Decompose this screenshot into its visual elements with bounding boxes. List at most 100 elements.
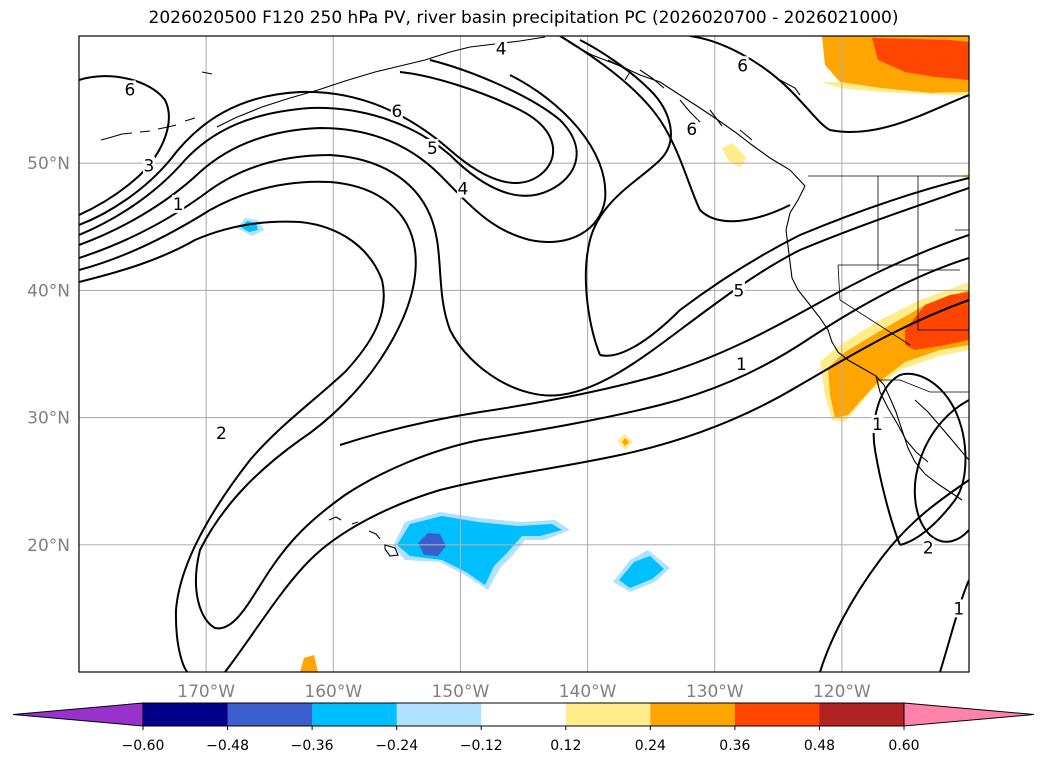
longitude-tick-label: 120°W [813, 682, 871, 702]
longitude-labels: 170°W 160°W 150°W 140°W 130°W 120°W [177, 682, 871, 702]
pv-contour-line [939, 579, 969, 672]
plot-frame [78, 35, 970, 673]
alaska-coast [216, 36, 546, 128]
colorbar-tick-label: 0.60 [888, 738, 919, 754]
contour-label: 6 [737, 56, 748, 76]
contour-label-halo [952, 599, 965, 618]
precip-positive-weak [822, 82, 969, 96]
canada-coast [785, 185, 963, 501]
colorbar-segment [312, 703, 398, 726]
pv-contour-line [599, 177, 969, 357]
pv-contour-line [79, 153, 969, 397]
contour-label-halo [922, 538, 935, 557]
contour-label: 4 [496, 40, 507, 60]
colorbar-segment [396, 703, 482, 726]
pv-contour-line [579, 39, 672, 356]
contour-label-halo [495, 39, 508, 58]
contour-label-halo [390, 102, 403, 121]
contour-label-halo [172, 194, 185, 213]
latitude-labels: 20°N 30°N 40°N 50°N [27, 154, 70, 556]
contour-label-halo [142, 156, 155, 175]
colorbar-segment [650, 703, 736, 726]
colorbar [12, 702, 1035, 727]
colorbar-tick-label: −0.12 [460, 738, 503, 754]
pv-contour-line [79, 180, 969, 630]
colorbar-tick-label: 0.48 [804, 738, 835, 754]
colorbar-segment [565, 703, 651, 726]
hawaii-islands [328, 516, 399, 557]
pv-contour-line [79, 75, 170, 216]
colorbar-segment [819, 703, 905, 726]
contour-label: 6 [686, 120, 697, 140]
pv-contour-line [339, 234, 969, 446]
island-fragments [607, 59, 801, 141]
pv-contour-line [689, 36, 969, 133]
precip-positive-spot [722, 143, 746, 168]
mexico-border [878, 379, 969, 393]
precip-shading [237, 36, 969, 672]
contour-label-halo [871, 414, 884, 433]
colorbar-tick-label: −0.36 [291, 738, 334, 754]
precip-positive-core [872, 38, 969, 80]
contour-label: 2 [923, 538, 934, 558]
political-borders [808, 175, 969, 393]
contour-label: 1 [173, 195, 184, 215]
colorbar-segment [481, 703, 567, 726]
latitude-tick-label: 20°N [27, 536, 70, 556]
longitude-tick-label: 130°W [686, 682, 744, 702]
contour-label: 1 [872, 415, 883, 435]
baja-coast [875, 375, 929, 463]
colorbar-tick-label: 0.36 [719, 738, 750, 754]
colorbar-tick-label: 0.24 [635, 738, 666, 754]
pv-contour-line [872, 372, 967, 546]
pv-contour-line [819, 479, 969, 672]
longitude-tick-label: 140°W [559, 682, 617, 702]
aleutian-islands [100, 71, 213, 141]
pv-contour-line [79, 74, 607, 246]
colorbar-extend-low [12, 702, 144, 727]
colorbar-outline [142, 702, 905, 727]
pv-contour-line [559, 36, 791, 223]
precip-positive-spot [300, 655, 318, 672]
colorbar-extend-high [903, 702, 1035, 727]
longitude-tick-label: 150°W [432, 682, 490, 702]
contour-label-halo [456, 179, 469, 198]
pv-contour-line [79, 71, 555, 226]
pv-contour-line [79, 220, 385, 672]
gulf-coast [914, 399, 969, 461]
colorbar-segment [143, 703, 229, 726]
chart-title: 2026020500 F120 250 hPa PV, river basin … [148, 8, 899, 28]
colorbar-segment [227, 703, 313, 726]
contour-label-halo [732, 281, 745, 300]
contour-label: 5 [427, 139, 438, 159]
latitude-tick-label: 40°N [27, 281, 70, 301]
contour-label-halo [215, 423, 228, 442]
contour-label: 6 [391, 102, 402, 122]
precip-positive-spot [622, 438, 629, 446]
contour-label: 2 [216, 424, 227, 444]
contour-label: 5 [733, 281, 744, 301]
precip-negative-region [397, 516, 562, 585]
colorbar-tick-label: −0.24 [375, 738, 418, 754]
longitude-tick-label: 170°W [177, 682, 235, 702]
coastlines [100, 36, 969, 557]
pv-contour-line [79, 59, 578, 236]
contour-label: 4 [458, 180, 469, 200]
colorbar-tick-label: −0.48 [206, 738, 249, 754]
contour-label-halo [736, 56, 749, 75]
precip-positive-core [905, 292, 969, 350]
colorbar-segment [734, 703, 820, 726]
contour-label-halo [735, 355, 748, 374]
contour-label: 6 [124, 80, 135, 100]
contour-label: 1 [953, 599, 964, 619]
latitude-tick-label: 50°N [27, 154, 70, 174]
colorbar-tick-labels: −0.60 −0.48 −0.36 −0.24 −0.12 0.12 0.24 0.36 0.4… [122, 726, 920, 754]
pv-contour-line [913, 399, 969, 543]
contour-label-halo [685, 119, 698, 138]
alaska-coast [559, 36, 806, 187]
contour-label-halo [426, 138, 439, 157]
contour-label: 3 [144, 157, 155, 177]
contour-label: 1 [736, 355, 747, 375]
